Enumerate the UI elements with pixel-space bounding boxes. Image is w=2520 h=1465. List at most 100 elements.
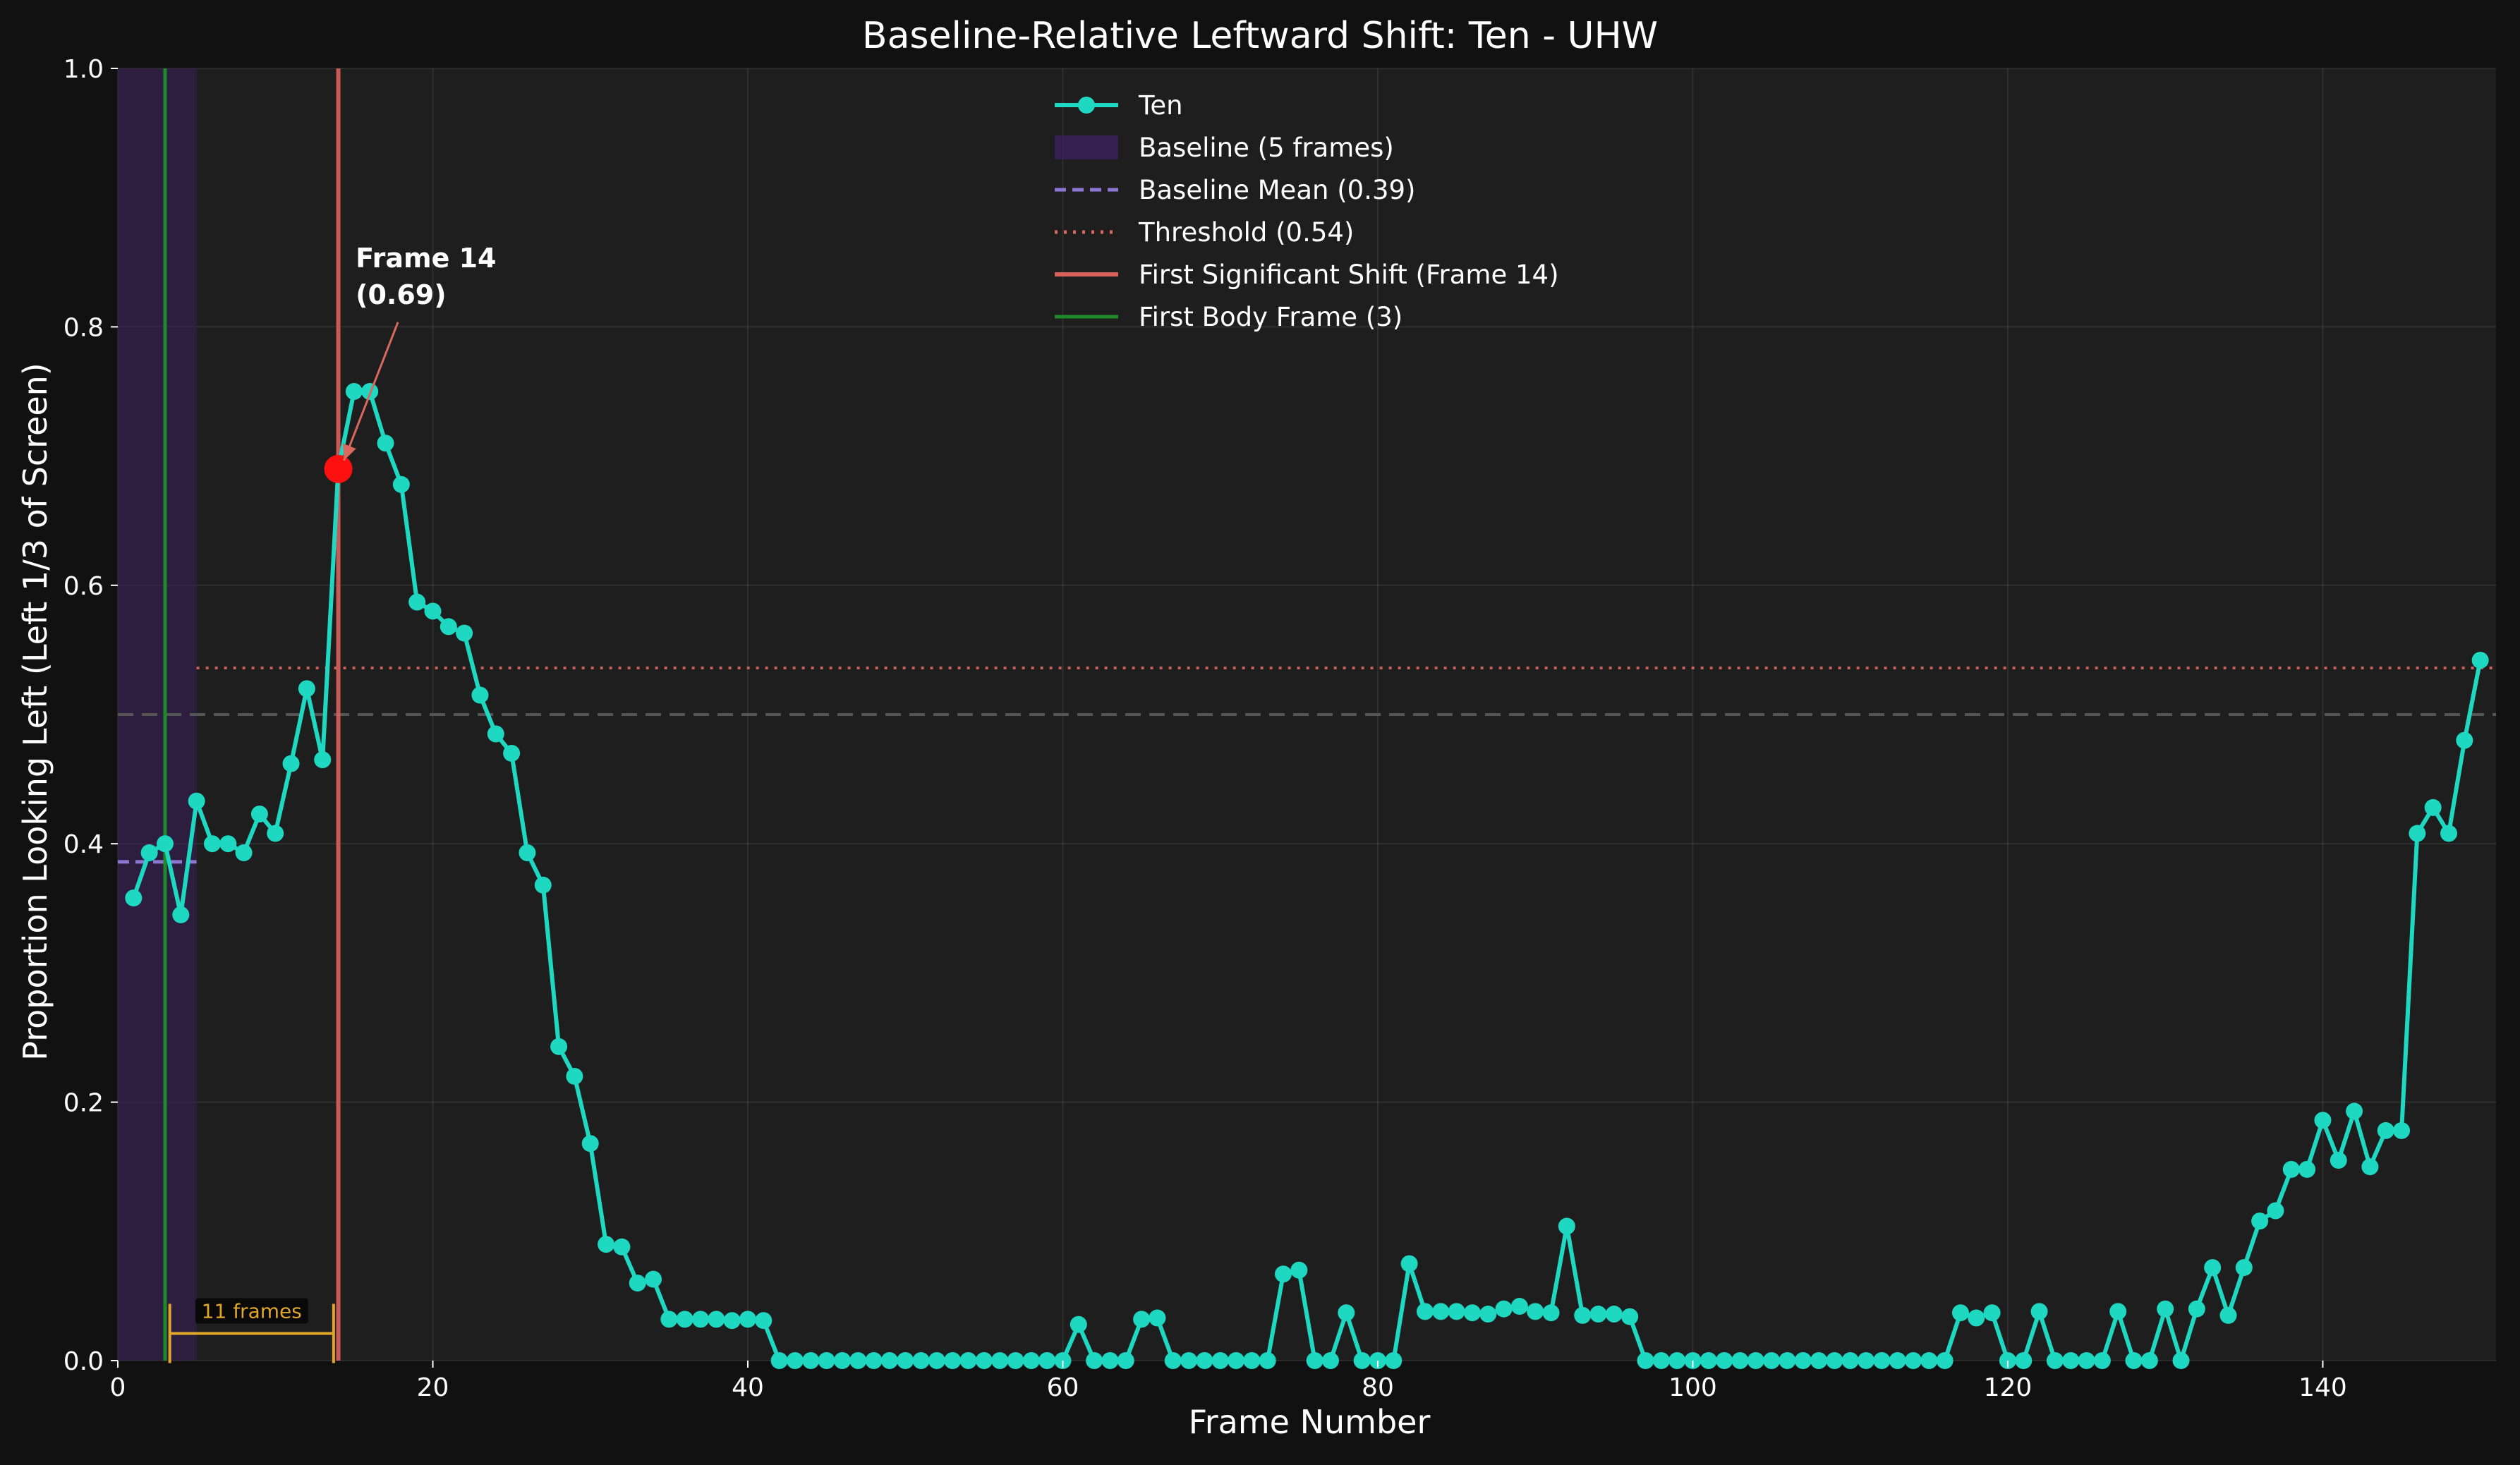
data-point: [2377, 1121, 2394, 1139]
data-point: [2062, 1352, 2080, 1369]
data-point: [613, 1238, 631, 1256]
data-point: [770, 1352, 788, 1369]
data-point: [424, 602, 442, 620]
data-point: [1211, 1352, 1229, 1369]
data-point: [1574, 1306, 1592, 1324]
data-point: [991, 1352, 1009, 1369]
data-point: [1306, 1352, 1323, 1369]
data-point: [456, 624, 473, 642]
data-point: [2188, 1300, 2205, 1318]
data-point: [581, 1135, 599, 1153]
gap-bracket-label-box: [195, 1298, 308, 1324]
data-point: [2219, 1306, 2237, 1324]
data-point: [2282, 1160, 2300, 1178]
legend: Ten Baseline (5 frames) Baseline Mean (0.3…: [1055, 90, 1559, 332]
data-point: [786, 1352, 804, 1369]
data-point: [1400, 1255, 1418, 1272]
data-point: [1668, 1352, 1686, 1369]
data-point: [172, 906, 190, 923]
data-point: [629, 1275, 646, 1292]
data-point: [1180, 1352, 1198, 1369]
annotation-arrowhead: [343, 443, 356, 461]
data-point: [2140, 1352, 2158, 1369]
x-axis-label: Frame Number: [1189, 1403, 1431, 1441]
data-point: [2235, 1259, 2253, 1277]
data-point: [471, 686, 489, 704]
data-point: [897, 1352, 914, 1369]
legend-label: First Significant Shift (Frame 14): [1139, 260, 1559, 290]
data-point: [1117, 1352, 1134, 1369]
data-point: [377, 434, 394, 452]
y-axis-label: Proportion Looking Left (Left 1/3 of Scr…: [16, 363, 54, 1060]
data-point: [1133, 1311, 1151, 1328]
data-point: [1716, 1352, 1733, 1369]
data-point: [2330, 1152, 2347, 1169]
data-point: [2093, 1352, 2111, 1369]
data-point: [250, 806, 268, 823]
chart-title: Baseline-Relative Leftward Shift: Ten - …: [862, 15, 1658, 57]
data-point: [2298, 1160, 2316, 1178]
data-point: [708, 1311, 725, 1328]
x-tick-label: 20: [417, 1373, 449, 1402]
data-point: [676, 1311, 693, 1328]
data-point: [1810, 1352, 1828, 1369]
data-point: [739, 1311, 756, 1328]
data-point: [1463, 1304, 1481, 1322]
annotation-value-label: (0.69): [356, 279, 446, 310]
data-point: [723, 1312, 741, 1330]
data-point: [2157, 1300, 2174, 1318]
data-point: [2204, 1259, 2222, 1277]
data-point: [1652, 1352, 1670, 1369]
data-point: [2424, 798, 2442, 816]
data-point: [219, 835, 237, 853]
data-point: [188, 792, 205, 810]
data-point: [865, 1352, 883, 1369]
legend-label: Baseline Mean (0.39): [1139, 175, 1415, 205]
first-shift-marker: [324, 454, 353, 483]
x-tick-label: 100: [1668, 1373, 1717, 1402]
data-point: [1338, 1304, 1355, 1322]
data-point: [267, 825, 284, 842]
data-point: [660, 1311, 678, 1328]
data-point: [2361, 1158, 2379, 1176]
data-point: [1858, 1352, 1875, 1369]
data-point: [1826, 1352, 1843, 1369]
data-point: [1621, 1308, 1639, 1325]
data-point: [2346, 1102, 2363, 1120]
data-point: [2314, 1112, 2332, 1129]
data-point: [1983, 1304, 2001, 1322]
plot-area: Frame 14 (0.69) 11 frames 0 20 40 60 80 100 120 14…: [63, 55, 2496, 1402]
data-point: [345, 383, 363, 400]
data-point: [1605, 1306, 1623, 1323]
data-point: [692, 1311, 710, 1328]
data-point: [140, 844, 158, 862]
data-point: [928, 1352, 945, 1369]
legend-label: Baseline (5 frames): [1139, 133, 1394, 163]
data-point: [598, 1236, 615, 1253]
legend-label: Ten: [1138, 90, 1183, 121]
legend-label: First Body Frame (3): [1139, 302, 1403, 332]
data-point: [2471, 652, 2489, 669]
data-point: [1290, 1261, 1308, 1279]
x-tick-label: 140: [2298, 1373, 2347, 1402]
data-point: [1101, 1352, 1119, 1369]
data-point: [392, 475, 410, 493]
x-tick-label: 60: [1047, 1373, 1079, 1402]
data-point: [1416, 1303, 1434, 1320]
data-point: [1228, 1352, 1245, 1369]
x-tick-label: 120: [1984, 1373, 2033, 1402]
data-point: [1259, 1352, 1276, 1369]
y-tick-label: 0.2: [63, 1089, 104, 1118]
data-point: [1353, 1352, 1371, 1369]
x-tick-label: 0: [110, 1373, 126, 1402]
data-point: [2030, 1303, 2048, 1320]
data-point: [408, 593, 426, 611]
data-point: [1841, 1352, 1859, 1369]
data-point: [1542, 1304, 1560, 1322]
data-point: [156, 835, 174, 853]
data-point: [1889, 1352, 1906, 1369]
data-point: [1007, 1352, 1024, 1369]
data-point: [849, 1352, 867, 1369]
data-point: [203, 835, 221, 853]
